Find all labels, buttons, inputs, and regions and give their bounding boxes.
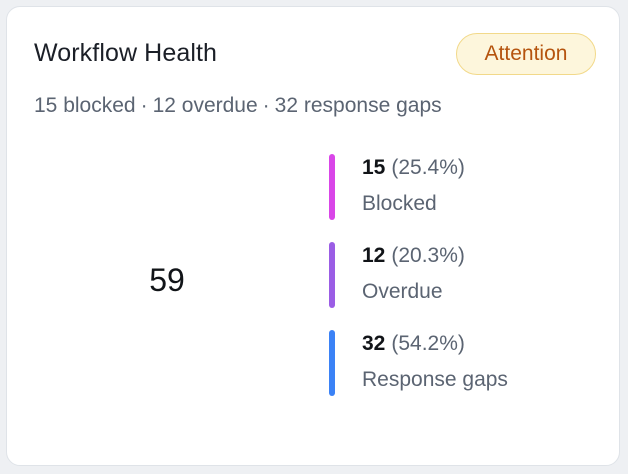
legend-color-bar: [329, 154, 335, 220]
summary-gaps: 32 response gaps: [274, 94, 442, 117]
summary-line: 15 blocked · 12 overdue · 32 response gaps: [34, 94, 442, 118]
total-count: 59: [149, 262, 185, 298]
workflow-health-card: Workflow Health Attention 15 blocked · 12 …: [6, 6, 620, 466]
legend-value: 15: [362, 156, 386, 179]
legend-label: Blocked: [362, 192, 437, 215]
legend-percent: (20.3%): [391, 244, 465, 267]
legend-value: 12: [362, 244, 386, 267]
legend-label: Response gaps: [362, 368, 508, 391]
summary-separator: ·: [262, 94, 270, 117]
legend-item-overdue: 12 (20.3%) Overdue: [329, 242, 589, 308]
legend-color-bar: [329, 330, 335, 396]
legend-percent: (54.2%): [391, 332, 465, 355]
summary-overdue: 12 overdue: [152, 94, 258, 117]
legend-value: 32: [362, 332, 386, 355]
legend-label: Overdue: [362, 280, 443, 303]
legend-color-bar: [329, 242, 335, 308]
legend-percent: (25.4%): [391, 156, 465, 179]
summary-separator: ·: [140, 94, 148, 117]
status-badge: Attention: [456, 33, 596, 75]
legend-item-response-gaps: 32 (54.2%) Response gaps: [329, 330, 589, 396]
legend-item-blocked: 15 (25.4%) Blocked: [329, 154, 589, 220]
summary-blocked: 15 blocked: [34, 94, 136, 117]
card-title: Workflow Health: [34, 39, 218, 67]
